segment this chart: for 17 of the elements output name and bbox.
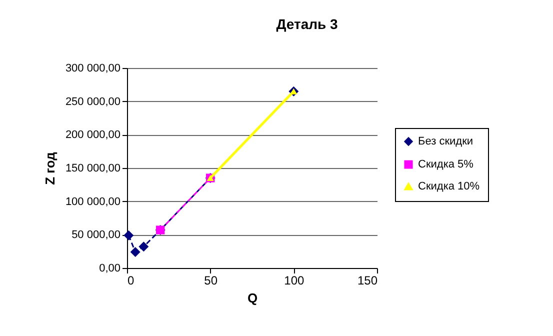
y-tick-label: 150 000,00 (65, 162, 120, 174)
x-tick-label: 150 (357, 274, 378, 288)
x-tick-label: 0 (128, 274, 134, 288)
y-tick-label: 300 000,00 (65, 62, 120, 74)
y-tick-label: 0,00 (99, 262, 120, 274)
legend-label: Скидка 5% (418, 158, 474, 170)
y-tick-label: 50 000,00 (72, 229, 120, 242)
chart-title: Деталь 3 (276, 16, 338, 32)
legend-label: Без скидки (418, 136, 474, 148)
y-tick-label: 200 000,00 (65, 129, 120, 142)
x-tick-label: 50 (204, 274, 218, 288)
x-tick-label: 100 (284, 274, 304, 288)
x-axis-title: Q (247, 290, 258, 306)
y-tick-label: 250 000,00 (65, 96, 120, 108)
y-axis-title: Z год (42, 151, 58, 185)
legend-label: Скидка 10% (418, 180, 480, 192)
y-tick-label: 100 000,00 (65, 196, 120, 208)
